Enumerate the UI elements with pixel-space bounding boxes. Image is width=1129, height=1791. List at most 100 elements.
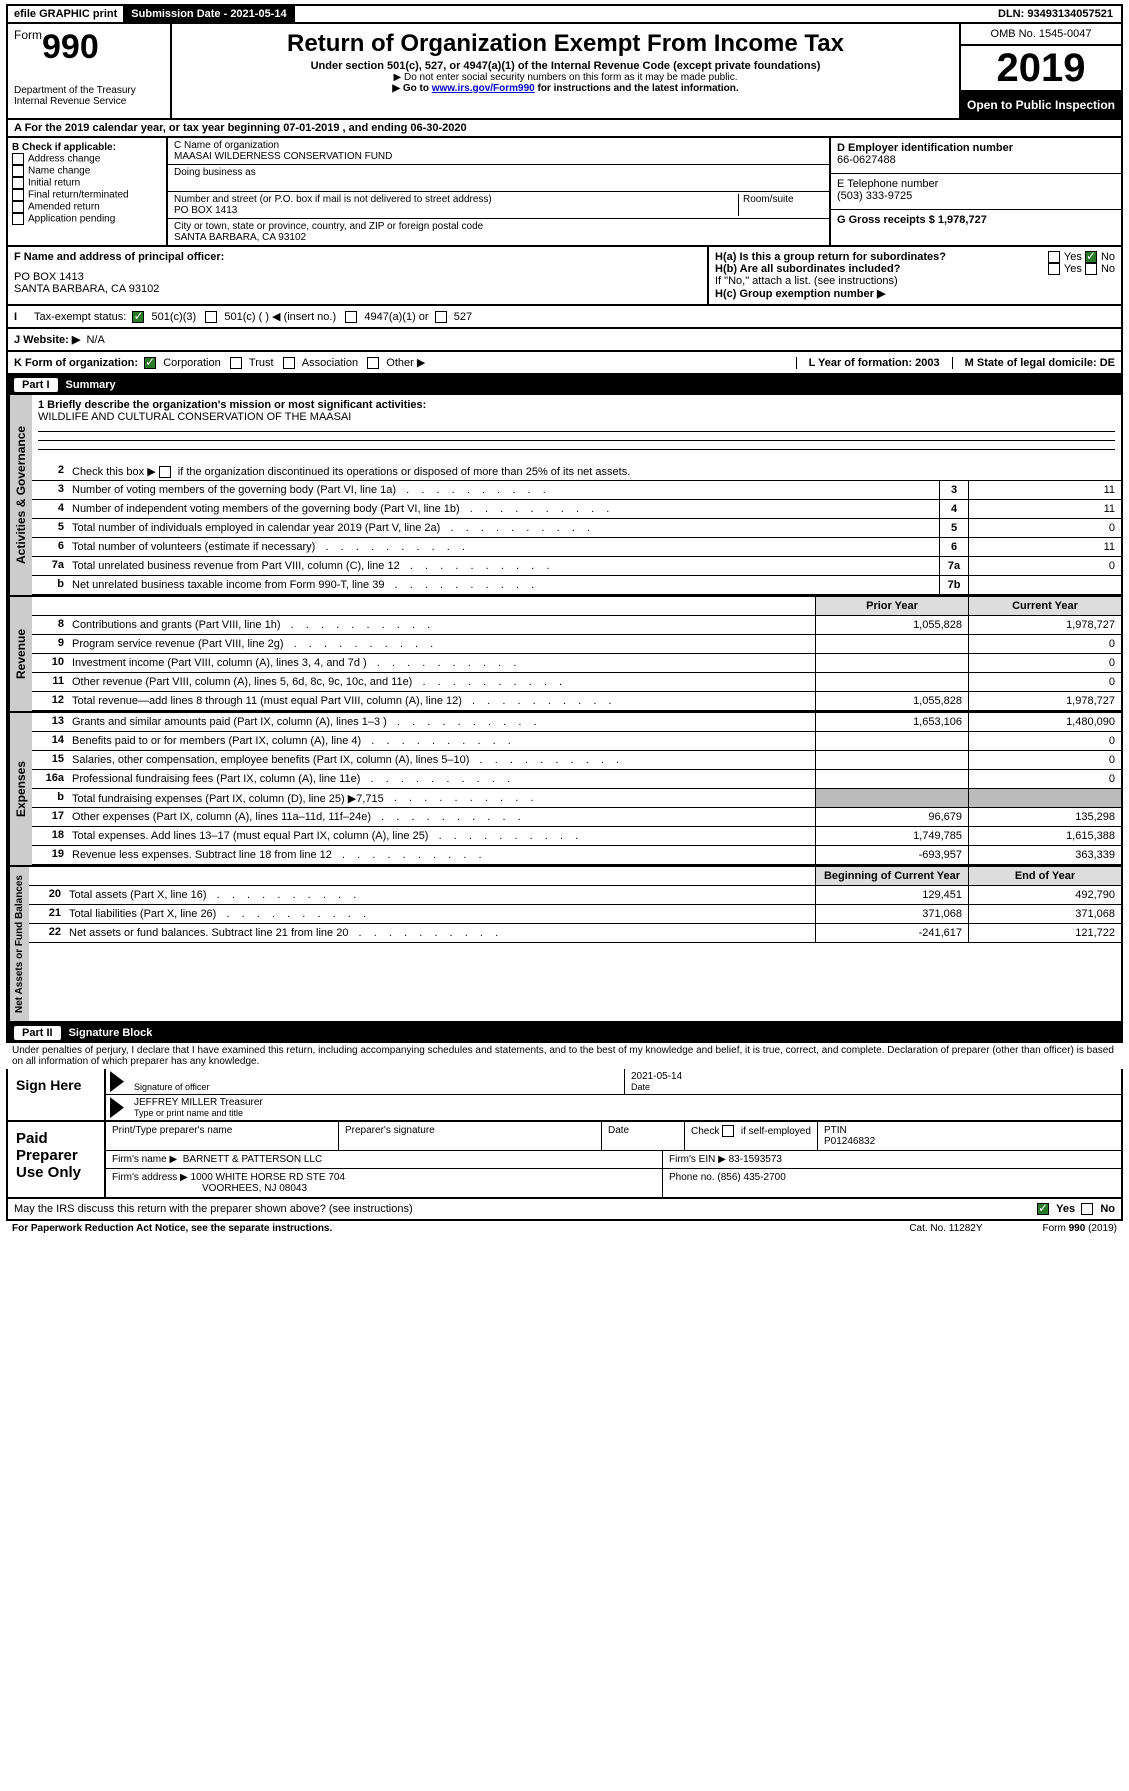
checkbox[interactable] [12,201,24,213]
firm-addr-label: Firm's address ▶ [112,1172,188,1183]
line-12: 12Total revenue—add lines 8 through 11 (… [32,692,1121,711]
note-ssn: ▶ Do not enter social security numbers o… [180,72,951,83]
line-11: 11Other revenue (Part VIII, column (A), … [32,673,1121,692]
city-label: City or town, state or province, country… [174,221,823,232]
cat-no: Cat. No. 11282Y [909,1223,982,1234]
header-current: Current Year [968,597,1121,615]
firm-name-label: Firm's name ▶ [112,1154,177,1165]
dba-label: Doing business as [174,167,823,178]
attach-note: If "No," attach a list. (see instruction… [715,275,1115,287]
i-label: Tax-exempt status: [34,311,126,323]
checkbox[interactable] [12,153,24,165]
501c-checkbox[interactable] [205,311,217,323]
c-label: C Name of organization [174,140,823,151]
h-sig: Preparer's signature [339,1122,602,1150]
signature-block: Sign Here Signature of officer 2021-05-1… [6,1069,1123,1122]
discuss-no-label: No [1100,1203,1115,1215]
hb-yes-checkbox[interactable] [1048,263,1060,275]
discuss-text: May the IRS discuss this return with the… [14,1203,413,1215]
city: SANTA BARBARA, CA 93102 [174,232,823,243]
addr-label: Number and street (or P.O. box if mail i… [174,194,738,205]
527-checkbox[interactable] [435,311,447,323]
line-7a: 7aTotal unrelated business revenue from … [32,557,1121,576]
f-addr2: SANTA BARBARA, CA 93102 [14,283,701,295]
l-year: L Year of formation: 2003 [796,357,940,369]
line-8: 8Contributions and grants (Part VIII, li… [32,616,1121,635]
header-begin: Beginning of Current Year [815,867,968,885]
form-990-label: Form990 [14,28,164,67]
k-checkbox[interactable] [230,357,242,369]
firm-ein-label: Firm's EIN ▶ [669,1154,726,1165]
m-state: M State of legal domicile: DE [952,357,1115,369]
yes-label: Yes [1064,251,1082,263]
mission-text: WILDLIFE AND CULTURAL CONSERVATION OF TH… [38,411,1115,423]
irs-label: Internal Revenue Service [14,96,164,107]
discuss-yes-checkbox[interactable] [1037,1203,1049,1215]
line-22: 22Net assets or fund balances. Subtract … [29,924,1121,943]
discuss-no-checkbox[interactable] [1081,1203,1093,1215]
tab-governance: Activities & Governance [8,395,32,595]
dln: DLN: 93493134057521 [992,6,1121,22]
firm-addr1: 1000 WHITE HORSE RD STE 704 [191,1172,346,1183]
self-employed-checkbox[interactable] [722,1125,734,1137]
firm-name: BARNETT & PATTERSON LLC [183,1154,322,1165]
sign-here-label: Sign Here [8,1069,106,1120]
form-subtitle: Under section 501(c), 527, or 4947(a)(1)… [180,60,951,72]
ein: 66-0627488 [837,154,1115,166]
f-addr1: PO BOX 1413 [14,271,701,283]
ha-yes-checkbox[interactable] [1048,251,1060,263]
k-checkbox[interactable] [367,357,379,369]
phone: (503) 333-9725 [837,190,1115,202]
ha-label: H(a) Is this a group return for subordin… [715,251,1048,263]
line-4: 4Number of independent voting members of… [32,500,1121,519]
row-a-period: A For the 2019 calendar year, or tax yea… [6,120,1123,138]
line-14: 14Benefits paid to or for members (Part … [32,732,1121,751]
checkbox-row: Address change [12,153,162,165]
tab-revenue: Revenue [8,597,32,711]
opt-527: 527 [454,311,472,323]
irs-link[interactable]: www.irs.gov/Form990 [432,83,535,94]
501c3-checkbox[interactable] [132,311,144,323]
opt-4947: 4947(a)(1) or [364,311,428,323]
j-label: J Website: ▶ [14,333,80,346]
4947-checkbox[interactable] [345,311,357,323]
room-suite-label: Room/suite [738,194,823,216]
line-18: 18Total expenses. Add lines 13–17 (must … [32,827,1121,846]
line2-checkbox[interactable] [159,466,171,478]
opt-501c3: 501(c)(3) [152,311,197,323]
opt-501c: 501(c) ( ) ◀ (insert no.) [224,310,336,323]
line-13: 13Grants and similar amounts paid (Part … [32,713,1121,732]
checkbox-row: Amended return [12,201,162,213]
part2-name: Signature Block [69,1027,153,1039]
checkbox[interactable] [12,177,24,189]
hb-label: H(b) Are all subordinates included? [715,263,1048,275]
h-check: Check if self-employed [685,1122,818,1150]
efile-label[interactable]: efile GRAPHIC print [8,6,125,22]
form-ref: Form 990 (2019) [1043,1223,1117,1234]
k-checkbox[interactable] [144,357,156,369]
ptin-val: P01246832 [824,1136,1115,1147]
hb-no-checkbox[interactable] [1085,263,1097,275]
firm-ein: 83-1593573 [729,1154,782,1165]
type-name-label: Type or print name and title [134,1108,1115,1118]
line-21: 21Total liabilities (Part X, line 26)371… [29,905,1121,924]
line-5: 5Total number of individuals employed in… [32,519,1121,538]
section-b: B Check if applicable: Address changeNam… [6,138,1123,247]
h-date: Date [602,1122,685,1150]
discuss-row: May the IRS discuss this return with the… [6,1199,1123,1221]
note-link: ▶ Go to www.irs.gov/Form990 for instruct… [180,83,951,94]
part1-num: Part I [14,378,58,392]
checkbox[interactable] [12,213,24,225]
paid-preparer-block: Paid Preparer Use Only Print/Type prepar… [6,1122,1123,1199]
line-17: 17Other expenses (Part IX, column (A), l… [32,808,1121,827]
perjury-text: Under penalties of perjury, I declare th… [6,1043,1123,1069]
preparer-phone: (856) 435-2700 [717,1172,785,1183]
checkbox[interactable] [12,189,24,201]
row-j: J Website: ▶ N/A [6,329,1123,352]
line-b: bNet unrelated business taxable income f… [32,576,1121,595]
checkbox[interactable] [12,165,24,177]
k-checkbox[interactable] [283,357,295,369]
k-label: K Form of organization: [14,357,138,369]
checkbox-row: Initial return [12,177,162,189]
ha-no-checkbox[interactable] [1085,251,1097,263]
